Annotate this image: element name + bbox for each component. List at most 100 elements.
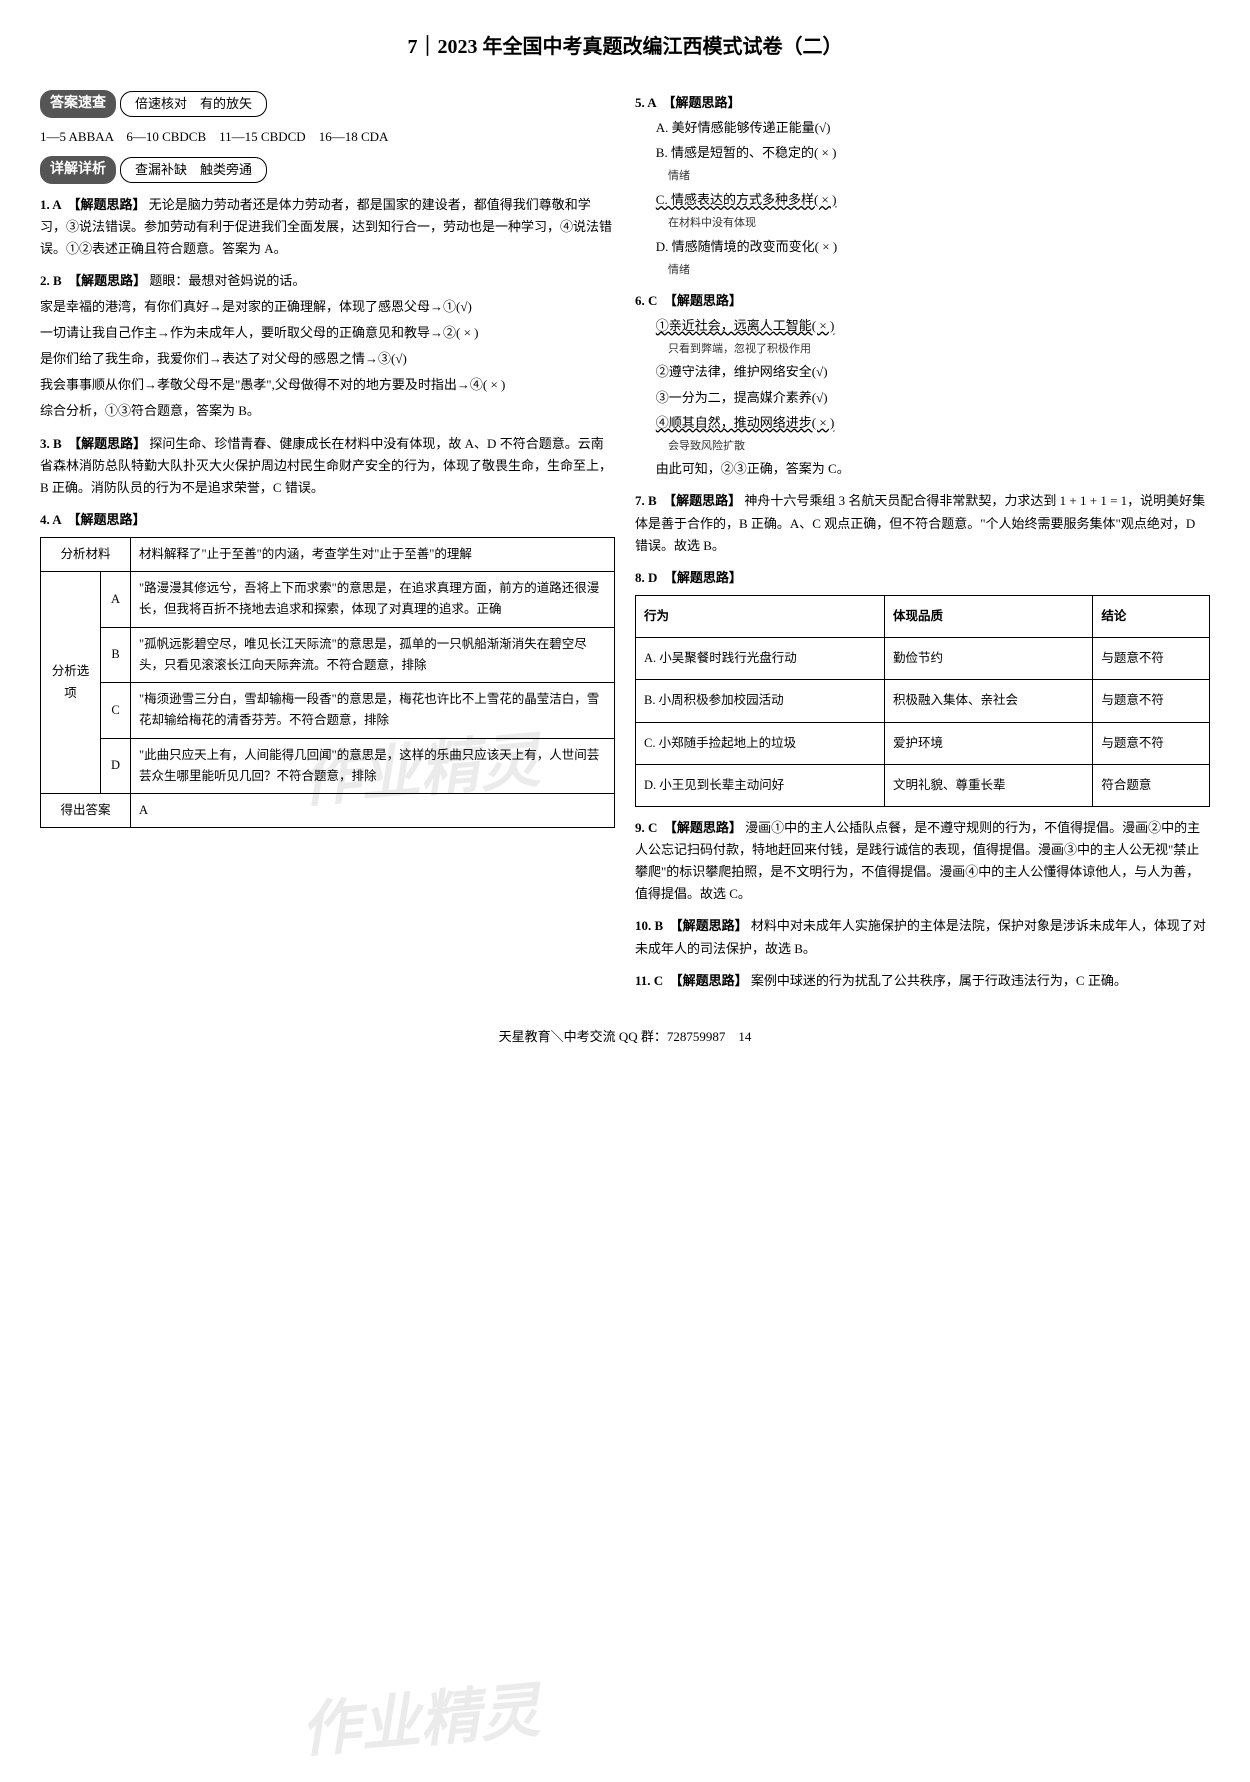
table-header-row: 行为 体现品质 结论 <box>636 595 1210 637</box>
q8-h0: 行为 <box>636 595 885 637</box>
q5-a: A. 美好情感能够传递正能量(√) <box>656 117 1210 139</box>
q8-h2: 结论 <box>1093 595 1210 637</box>
watermark: 作业精灵 <box>296 1660 544 1782</box>
q6-4-note: 会导致风险扩散 <box>668 437 1210 456</box>
detail-header: 详解详析 查漏补缺 触类旁通 <box>40 156 615 184</box>
q8-r3c2: 符合题意 <box>1093 764 1210 806</box>
q8-head: 8. D 【解题思路】 <box>635 570 742 585</box>
question-6: 6. C 【解题思路】 ①亲近社会，远离人工智能( × ) 只看到弊端，忽视了积… <box>635 290 1210 481</box>
quickcheck-sub: 倍速核对 有的放矢 <box>120 91 267 117</box>
page-title: 7｜2023 年全国中考真题改编江西模式试卷（二） <box>40 30 1210 64</box>
question-2: 2. B 【解题思路】 题眼：最想对爸妈说的话。 家是幸福的港湾，有你们真好→是… <box>40 270 615 423</box>
q11-body: 案例中球迷的行为扰乱了公共秩序，属于行政违法行为，C 正确。 <box>751 973 1127 988</box>
q2-line-2: 是你们给了我生命，我爱你们→表达了对父母的感恩之情→③(√) <box>40 348 615 370</box>
question-3: 3. B 【解题思路】 探问生命、珍惜青春、健康成长在材料中没有体现，故 A、D… <box>40 433 615 499</box>
q5-c-note: 在材料中没有体现 <box>668 214 1210 233</box>
q2-head: 2. B 【解题思路】 <box>40 273 146 288</box>
q3-head: 3. B 【解题思路】 <box>40 436 146 451</box>
answer-summary: 1—5 ABBAA 6—10 CBDCB 11—15 CBDCD 16—18 C… <box>40 126 615 148</box>
q5-b-note: 情绪 <box>668 167 1210 186</box>
q4-opt-c-text: "梅须逊雪三分白，雪却输梅一段香"的意思是，梅花也许比不上雪花的晶莹洁白，雪花却… <box>131 683 615 739</box>
q1-head: 1. A 【解题思路】 <box>40 197 145 212</box>
q4-material-text: 材料解释了"止于至善"的内涵，考查学生对"止于至善"的理解 <box>131 537 615 571</box>
q6-4-text: ④顺其自然，推动网络进步( × ) <box>656 415 835 430</box>
q6-tail: 由此可知，②③正确，答案为 C。 <box>656 458 1210 480</box>
q5-d: D. 情感随情境的改变而变化( × ) <box>656 236 1210 258</box>
q4-table: 分析材料 材料解释了"止于至善"的内涵，考查学生对"止于至善"的理解 分析选项 … <box>40 537 615 829</box>
q2-line-0: 家是幸福的港湾，有你们真好→是对家的正确理解，体现了感恩父母→①(√) <box>40 296 615 318</box>
q8-r1c2: 与题意不符 <box>1093 680 1210 722</box>
q8-h1: 体现品质 <box>885 595 1093 637</box>
page-footer: 天星教育＼中考交流 QQ 群：728759987 14 <box>40 1026 1210 1048</box>
q2-line-1: 一切请让我自己作主→作为未成年人，要听取父母的正确意见和教导→②( × ) <box>40 322 615 344</box>
q6-1: ①亲近社会，远离人工智能( × ) <box>656 315 1210 337</box>
q5-b: B. 情感是短暂的、不稳定的( × ) <box>656 142 1210 164</box>
q8-r3c1: 文明礼貌、尊重长辈 <box>885 764 1093 806</box>
q8-r0c2: 与题意不符 <box>1093 638 1210 680</box>
q8-r2c2: 与题意不符 <box>1093 722 1210 764</box>
question-7: 7. B 【解题思路】 神舟十六号乘组 3 名航天员配合得非常默契，力求达到 1… <box>635 490 1210 556</box>
q4-opt-b-text: "孤帆远影碧空尽，唯见长江天际流"的意思是，孤单的一只帆船渐渐消失在碧空尽头，只… <box>131 627 615 683</box>
q6-head: 6. C 【解题思路】 <box>635 293 742 308</box>
q4-opt-d-text: "此曲只应天上有，人间能得几回闻"的意思是，这样的乐曲只应该天上有，人世间芸芸众… <box>131 738 615 794</box>
q2-line-4: 综合分析，①③符合题意，答案为 B。 <box>40 400 615 422</box>
q4-opt-d: D <box>101 738 131 794</box>
right-column: 5. A 【解题思路】 A. 美好情感能够传递正能量(√) B. 情感是短暂的、… <box>635 82 1210 1002</box>
q8-r1c0: B. 小周积极参加校园活动 <box>636 680 885 722</box>
table-row: D. 小王见到长辈主动问好 文明礼貌、尊重长辈 符合题意 <box>636 764 1210 806</box>
q6-3: ③一分为二，提高媒介素养(√) <box>656 387 1210 409</box>
q8-r2c0: C. 小郑随手捡起地上的垃圾 <box>636 722 885 764</box>
q5-c: C. 情感表达的方式多种多样( × ) <box>656 189 1210 211</box>
q4-opt-b: B <box>101 627 131 683</box>
q7-head: 7. B 【解题思路】 <box>635 493 741 508</box>
detail-sub: 查漏补缺 触类旁通 <box>120 157 267 183</box>
question-9: 9. C 【解题思路】 漫画①中的主人公插队点餐，是不遵守规则的行为，不值得提倡… <box>635 817 1210 905</box>
q2-line-3: 我会事事顺从你们→孝敬父母不是"愚孝",父母做得不对的地方要及时指出→④( × … <box>40 374 615 396</box>
q4-opt-a-text: "路漫漫其修远兮，吾将上下而求索"的意思是，在追求真理方面，前方的道路还很漫长，… <box>131 572 615 628</box>
table-row: 分析选项 A "路漫漫其修远兮，吾将上下而求索"的意思是，在追求真理方面，前方的… <box>41 572 615 628</box>
quickcheck-header: 答案速查 倍速核对 有的放矢 <box>40 90 615 118</box>
q4-opt-a: A <box>101 572 131 628</box>
q9-head: 9. C 【解题思路】 <box>635 820 742 835</box>
question-1: 1. A 【解题思路】 无论是脑力劳动者还是体力劳动者，都是国家的建设者，都值得… <box>40 194 615 260</box>
table-row: C "梅须逊雪三分白，雪却输梅一段香"的意思是，梅花也许比不上雪花的晶莹洁白，雪… <box>41 683 615 739</box>
q8-r0c1: 勤俭节约 <box>885 638 1093 680</box>
quickcheck-badge: 答案速查 <box>40 90 116 118</box>
q8-r3c0: D. 小王见到长辈主动问好 <box>636 764 885 806</box>
q8-r2c1: 爱护环境 <box>885 722 1093 764</box>
q6-2: ②遵守法律，维护网络安全(√) <box>656 361 1210 383</box>
table-row: 分析材料 材料解释了"止于至善"的内涵，考查学生对"止于至善"的理解 <box>41 537 615 571</box>
question-4: 4. A 【解题思路】 分析材料 材料解释了"止于至善"的内涵，考查学生对"止于… <box>40 509 615 829</box>
table-row: B. 小周积极参加校园活动 积极融入集体、亲社会 与题意不符 <box>636 680 1210 722</box>
q8-r0c0: A. 小吴聚餐时践行光盘行动 <box>636 638 885 680</box>
detail-badge: 详解详析 <box>40 156 116 184</box>
q6-1-text: ①亲近社会，远离人工智能( × ) <box>656 318 835 333</box>
question-11: 11. C 【解题思路】 案例中球迷的行为扰乱了公共秩序，属于行政违法行为，C … <box>635 970 1210 992</box>
q10-head: 10. B 【解题思路】 <box>635 918 748 933</box>
question-10: 10. B 【解题思路】 材料中对未成年人实施保护的主体是法院，保护对象是涉诉未… <box>635 915 1210 959</box>
q4-result-text: A <box>131 794 615 828</box>
left-column: 答案速查 倍速核对 有的放矢 1—5 ABBAA 6—10 CBDCB 11—1… <box>40 82 615 1002</box>
content-columns: 答案速查 倍速核对 有的放矢 1—5 ABBAA 6—10 CBDCB 11—1… <box>40 82 1210 1002</box>
table-row: B "孤帆远影碧空尽，唯见长江天际流"的意思是，孤单的一只帆船渐渐消失在碧空尽头… <box>41 627 615 683</box>
table-row: 得出答案 A <box>41 794 615 828</box>
q5-head: 5. A 【解题思路】 <box>635 95 740 110</box>
q4-material-label: 分析材料 <box>41 537 131 571</box>
q4-head: 4. A 【解题思路】 <box>40 512 145 527</box>
table-row: A. 小吴聚餐时践行光盘行动 勤俭节约 与题意不符 <box>636 638 1210 680</box>
q4-opt-c: C <box>101 683 131 739</box>
q4-options-label: 分析选项 <box>41 572 101 794</box>
question-5: 5. A 【解题思路】 A. 美好情感能够传递正能量(√) B. 情感是短暂的、… <box>635 92 1210 280</box>
q5-c-text: C. 情感表达的方式多种多样( × ) <box>656 192 837 207</box>
q6-1-note: 只看到弊端，忽视了积极作用 <box>668 340 1210 359</box>
q5-d-note: 情绪 <box>668 261 1210 280</box>
table-row: D "此曲只应天上有，人间能得几回闻"的意思是，这样的乐曲只应该天上有，人世间芸… <box>41 738 615 794</box>
q6-4: ④顺其自然，推动网络进步( × ) <box>656 412 1210 434</box>
q2-tip: 题眼：最想对爸妈说的话。 <box>149 273 305 288</box>
question-8: 8. D 【解题思路】 行为 体现品质 结论 A. 小吴聚餐时践行光盘行动 勤俭… <box>635 567 1210 807</box>
q8-table: 行为 体现品质 结论 A. 小吴聚餐时践行光盘行动 勤俭节约 与题意不符 B. … <box>635 595 1210 807</box>
q4-result-label: 得出答案 <box>41 794 131 828</box>
q8-r1c1: 积极融入集体、亲社会 <box>885 680 1093 722</box>
table-row: C. 小郑随手捡起地上的垃圾 爱护环境 与题意不符 <box>636 722 1210 764</box>
q11-head: 11. C 【解题思路】 <box>635 973 748 988</box>
